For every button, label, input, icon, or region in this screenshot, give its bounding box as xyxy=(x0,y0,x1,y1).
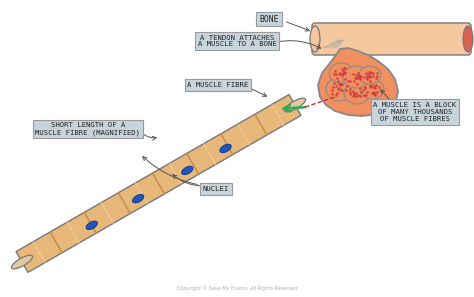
Polygon shape xyxy=(318,48,398,116)
Ellipse shape xyxy=(359,66,381,84)
Text: A MUSCLE FIBRE: A MUSCLE FIBRE xyxy=(187,82,249,88)
Ellipse shape xyxy=(310,26,320,52)
Ellipse shape xyxy=(343,66,369,88)
Ellipse shape xyxy=(133,195,144,203)
Ellipse shape xyxy=(463,26,473,52)
Ellipse shape xyxy=(329,63,353,83)
Text: A MUSCLE IS A BLOCK
OF MANY THOUSANDS
OF MUSCLE FIBRES: A MUSCLE IS A BLOCK OF MANY THOUSANDS OF… xyxy=(374,102,456,122)
Text: SHORT LENGTH OF A
MUSCLE FIBRE (MAGNIFIED): SHORT LENGTH OF A MUSCLE FIBRE (MAGNIFIE… xyxy=(36,122,140,136)
Ellipse shape xyxy=(220,144,231,153)
Ellipse shape xyxy=(182,166,193,175)
Text: A TENDON ATTACHES
A MUSCLE TO A BONE: A TENDON ATTACHES A MUSCLE TO A BONE xyxy=(198,34,276,48)
Ellipse shape xyxy=(344,82,370,104)
Ellipse shape xyxy=(11,255,33,269)
Text: BONE: BONE xyxy=(259,15,279,23)
Ellipse shape xyxy=(284,98,306,112)
Text: NUCLEI: NUCLEI xyxy=(203,186,229,192)
FancyBboxPatch shape xyxy=(312,23,471,55)
Ellipse shape xyxy=(360,79,384,99)
Text: Copyright © Save My Exams. All Rights Reserved: Copyright © Save My Exams. All Rights Re… xyxy=(177,285,297,291)
Ellipse shape xyxy=(86,221,98,230)
Polygon shape xyxy=(16,95,301,272)
Ellipse shape xyxy=(326,77,354,101)
